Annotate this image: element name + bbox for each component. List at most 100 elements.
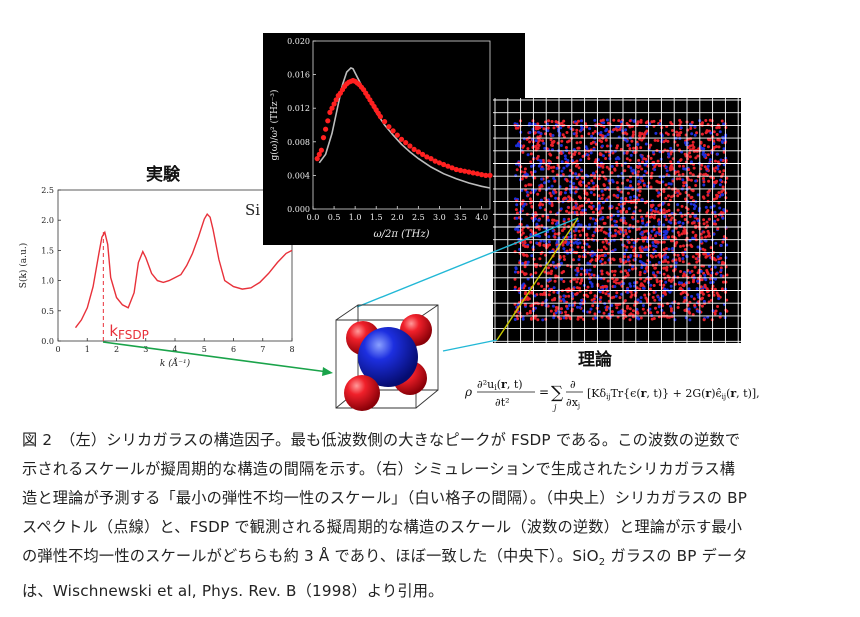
sim-atom: [636, 120, 640, 124]
sim-atom: [623, 252, 626, 256]
sim-atom: [640, 155, 644, 159]
sim-atom: [680, 204, 684, 208]
sim-atom: [538, 206, 542, 210]
sim-atom: [513, 318, 517, 321]
sim-atom: [665, 266, 669, 269]
sim-atom: [604, 138, 608, 142]
sim-atom: [687, 307, 691, 311]
sim-atom: [526, 260, 530, 264]
sim-atom: [722, 208, 726, 212]
sim-atom: [689, 202, 693, 206]
sim-atom: [526, 193, 530, 197]
sim-atom: [538, 188, 542, 192]
sim-atom: [547, 167, 550, 171]
sim-atom: [688, 151, 692, 155]
sim-atom: [592, 297, 596, 301]
sim-atom: [616, 303, 620, 307]
sim-atom: [624, 128, 628, 132]
sim-atom: [681, 260, 685, 264]
bp-data-point: [318, 147, 324, 153]
sim-atom: [667, 220, 671, 224]
sim-atom: [703, 273, 707, 277]
sim-atom: [598, 152, 602, 156]
sim-atom: [625, 122, 629, 125]
sim-atom: [599, 296, 603, 299]
sim-atom: [523, 284, 527, 288]
sim-atom: [713, 312, 717, 316]
sim-atom: [656, 295, 660, 299]
sim-atom: [696, 245, 700, 249]
caption-line-5a: の弾性不均一性のスケールがどちらも約 3 Å であり、ほぼ一致した（中央下）。S…: [22, 547, 599, 565]
sim-atom: [547, 235, 551, 239]
sim-atom: [643, 293, 647, 297]
sim-atom: [692, 221, 696, 225]
sim-atom: [613, 269, 617, 273]
sim-atom: [641, 286, 645, 290]
sim-atom: [715, 126, 719, 130]
bp-plot-frame: [312, 40, 491, 210]
sim-atom: [703, 165, 707, 169]
sim-atom: [626, 178, 630, 182]
sim-atom: [639, 176, 643, 180]
sim-atom: [572, 258, 575, 262]
sim-atom: [667, 203, 671, 207]
sim-atom: [662, 233, 666, 237]
sim-atom: [565, 304, 568, 308]
sim-atom: [712, 204, 716, 208]
sim-atom: [679, 126, 683, 130]
sim-atom: [562, 247, 566, 251]
sim-atom: [718, 315, 722, 319]
sim-atom: [676, 203, 680, 207]
sim-atom: [716, 227, 720, 231]
sim-atom: [639, 146, 643, 150]
sim-atom: [534, 146, 538, 149]
sim-atom: [580, 126, 584, 130]
sim-atom: [551, 260, 555, 264]
sim-atom: [636, 298, 640, 302]
sim-atom: [716, 293, 720, 297]
sim-atom: [565, 164, 569, 168]
sim-atom: [589, 259, 592, 263]
sim-atom: [549, 153, 553, 157]
bp-data-point: [407, 143, 413, 149]
sim-atom: [542, 127, 546, 131]
sim-atom: [541, 318, 545, 322]
sim-atom: [644, 142, 648, 146]
sim-atom: [536, 318, 540, 322]
sim-atom: [521, 284, 525, 287]
sim-atom: [560, 271, 564, 275]
sim-atom: [717, 145, 721, 149]
sim-atom: [706, 234, 710, 238]
sim-atom: [568, 169, 572, 172]
sim-atom: [623, 299, 627, 303]
sim-atom: [513, 270, 517, 274]
sim-atom: [515, 144, 518, 148]
sim-atom: [638, 270, 642, 274]
sim-atom: [636, 170, 640, 174]
zoom-line-upper-cyan: [356, 217, 579, 308]
sim-atom: [706, 153, 710, 157]
sim-atom: [633, 198, 637, 202]
sim-atom: [632, 284, 636, 288]
sim-atom: [679, 292, 683, 296]
bp-x-tick-label: 4.0: [475, 213, 488, 222]
sim-atom: [629, 180, 633, 184]
svg-text:∂²ui(r, t): ∂²ui(r, t): [477, 378, 523, 392]
sim-atom: [690, 269, 694, 273]
sim-atom: [639, 118, 643, 122]
sim-atom: [515, 168, 519, 172]
sim-atom: [707, 232, 711, 235]
sim-atom: [661, 260, 665, 264]
sim-atom: [520, 177, 524, 181]
sim-atom: [615, 278, 619, 281]
sim-atom: [618, 296, 622, 300]
sim-atom: [661, 201, 665, 205]
sim-atom: [719, 244, 723, 247]
elasticity-equation: ρ ∂²ui(r, t) ∂t² = ∑ j ∂ ∂xj [KδijTr{ϵ(r…: [464, 378, 760, 412]
bp-data-point: [316, 151, 322, 157]
sim-atom: [514, 208, 518, 212]
sim-atom: [515, 216, 519, 220]
sim-atom: [644, 235, 647, 239]
sim-atom: [639, 260, 643, 264]
sim-atom: [714, 214, 717, 218]
